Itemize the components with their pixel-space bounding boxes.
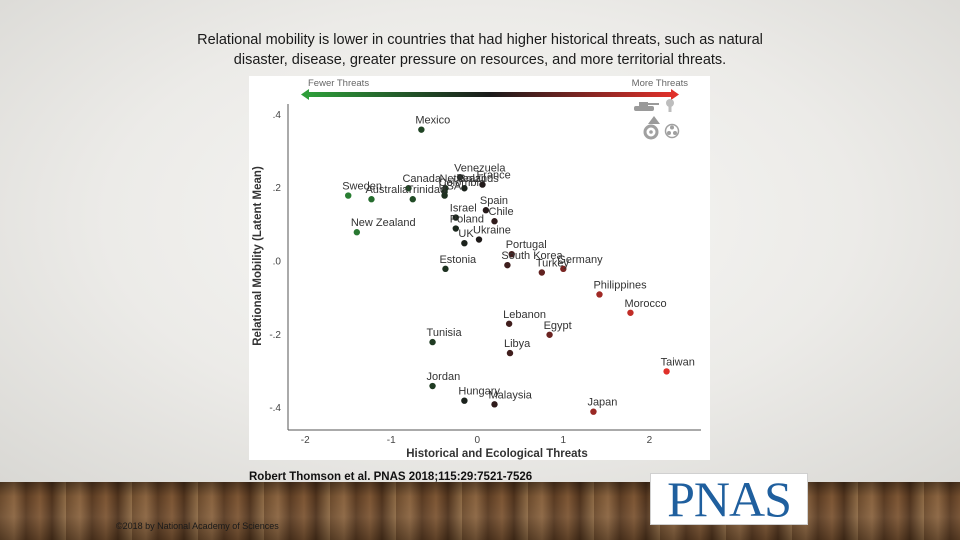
gradient-arrow-right [671, 89, 679, 100]
tank-icon [634, 102, 659, 111]
data-point [590, 408, 597, 415]
data-point-label: Malaysia [489, 389, 533, 401]
data-point [461, 397, 468, 404]
data-point-label: Turkey [536, 257, 570, 269]
data-point [505, 320, 513, 327]
data-point [627, 309, 634, 316]
data-point-label: USA [439, 181, 462, 193]
data-point-label: Germany [557, 254, 603, 266]
data-point-label: Israel [450, 203, 477, 215]
x-tick-label: -1 [387, 435, 396, 446]
data-point-label: Tunisia [427, 327, 463, 339]
slide-title-line-1: Relational mobility is lower in countrie… [197, 32, 763, 48]
data-point-label: Brazil [458, 173, 486, 185]
y-axis-label: Relational Mobility (Latent Mean) [252, 166, 264, 346]
gradient-arrow-left [301, 89, 309, 100]
data-point-label: Sweden [342, 181, 382, 193]
x-tick-label: 1 [561, 435, 567, 446]
data-point-label: Chile [489, 206, 514, 218]
data-point-label: Libya [504, 338, 531, 350]
data-point [538, 269, 546, 276]
data-point [452, 225, 459, 232]
data-point [475, 236, 483, 243]
y-tick-label: .0 [273, 257, 282, 268]
data-point-label: Mexico [415, 115, 450, 127]
data-point [409, 196, 416, 203]
hazard-sign-icon [648, 116, 660, 124]
legend-more-threats: More Threats [632, 78, 689, 89]
data-point [353, 229, 361, 236]
data-point-label: South Korea [501, 250, 563, 262]
data-point [368, 196, 375, 203]
data-point-label: Australia [365, 184, 409, 196]
data-point-label: Poland [450, 214, 484, 226]
data-point-label: Jordan [427, 371, 461, 383]
data-point-label: Portugal [506, 239, 547, 251]
data-point [596, 291, 603, 298]
data-point [482, 207, 490, 214]
data-point [345, 192, 352, 199]
data-point-label: Canada [402, 173, 441, 185]
data-point [546, 331, 553, 338]
mushroom-cloud-icon [666, 99, 674, 112]
data-point [491, 218, 498, 225]
data-point-label: Philippines [593, 279, 647, 291]
y-tick-label: .4 [273, 110, 282, 121]
scatter-chart: Fewer Threats More Threats [252, 78, 701, 460]
data-point-label: Ukraine [473, 225, 511, 237]
data-point [461, 239, 468, 247]
wood-floor-decoration [0, 482, 960, 540]
x-tick-label: 2 [647, 435, 653, 446]
data-point-label: Spain [480, 195, 508, 207]
data-point [508, 250, 515, 258]
slide-title: Relational mobility is lower in countrie… [120, 30, 840, 70]
biohazard-icon [664, 123, 680, 139]
data-point [479, 181, 486, 188]
y-tick-label: -.4 [269, 403, 281, 414]
data-point [491, 401, 498, 408]
y-tick-label: .2 [273, 183, 282, 194]
data-point-label: Colombia [439, 177, 486, 189]
legend-fewer-threats: Fewer Threats [308, 78, 369, 89]
data-point [506, 349, 514, 357]
x-tick-label: -2 [301, 435, 310, 446]
data-point [504, 261, 511, 269]
x-tick-label: 0 [475, 435, 481, 446]
data-point [405, 185, 412, 192]
copyright-notice: ©2018 by National Academy of Sciences [116, 521, 279, 531]
data-point-label: New Zealand [351, 217, 416, 229]
data-point-label: France [476, 170, 510, 182]
y-tick-label: -.2 [269, 330, 281, 341]
threat-gradient-bar [307, 92, 673, 97]
data-point-label: Trinidad [407, 184, 446, 196]
slide-title-line-2: disaster, disease, greater pressure on r… [233, 52, 727, 68]
data-point [456, 174, 464, 181]
scatter-figure: Fewer Threats More Threats [249, 76, 710, 460]
data-point [429, 338, 436, 346]
data-point-label: Hungary [458, 386, 500, 398]
pnas-logo: PNAS [650, 473, 808, 525]
data-point-label: Estonia [439, 254, 477, 266]
x-axis-label: Historical and Ecological Threats [406, 448, 588, 460]
data-point [461, 185, 468, 192]
data-point [560, 265, 567, 273]
data-point-label: Taiwan [661, 356, 695, 368]
data-point-label: Lebanon [503, 309, 546, 321]
data-point [442, 265, 449, 273]
citation: Robert Thomson et al. PNAS 2018;115:29:7… [249, 471, 533, 483]
hurricane-icon [643, 124, 659, 140]
data-point [452, 214, 459, 221]
data-point [418, 126, 425, 133]
data-point-label: Morocco [624, 298, 666, 310]
data-point-label: Egypt [544, 320, 572, 332]
data-point-label: Venezuela [454, 162, 506, 174]
data-point [663, 368, 670, 375]
data-point-label: Japan [587, 397, 617, 409]
data-point [429, 382, 436, 390]
data-point [441, 192, 448, 199]
data-point-label: UK [458, 228, 474, 240]
